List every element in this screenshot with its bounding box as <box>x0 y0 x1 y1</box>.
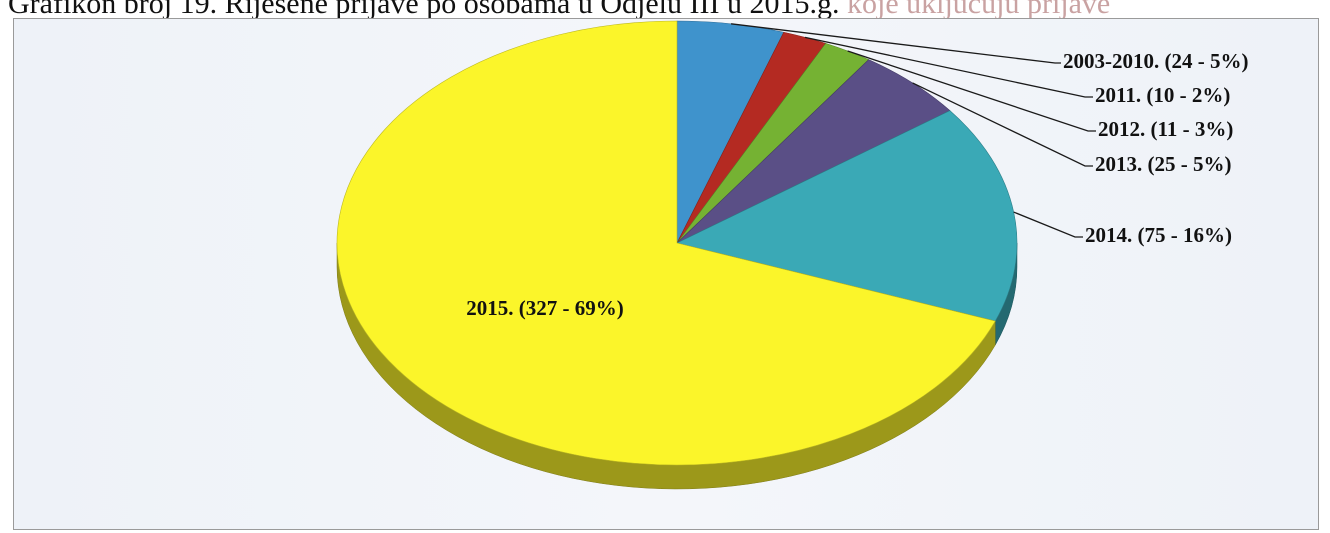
data-labels: 2003-2010. (24 - 5%) 2011. (10 - 2%) 2012.… <box>466 49 1248 320</box>
data-label-2013: 2013. (25 - 5%) <box>1095 152 1231 176</box>
pie-slices <box>336 20 1018 466</box>
page-title-text: Grafikon broj 19. Riješene prijave po os… <box>8 0 840 20</box>
data-label-2012: 2012. (11 - 3%) <box>1098 117 1233 141</box>
pie-slice-2015 <box>336 20 996 466</box>
leader-line-2011 <box>804 36 1093 98</box>
data-label-2015: 2015. (327 - 69%) <box>466 296 623 320</box>
page-title: Grafikon broj 19. Riješene prijave po os… <box>8 0 1110 21</box>
leader-line-2013 <box>912 82 1093 167</box>
data-label-2011: 2011. (10 - 2%) <box>1095 83 1230 107</box>
leader-line-2003-2010 <box>731 23 1061 64</box>
label-leader-lines <box>731 23 1096 238</box>
pie-slice-2014 <box>676 110 1018 322</box>
leader-line-2012 <box>847 50 1096 132</box>
leader-line-2014 <box>1013 211 1083 238</box>
data-label-2014: 2014. (75 - 16%) <box>1085 223 1232 247</box>
data-label-2003-2010: 2003-2010. (24 - 5%) <box>1063 49 1248 73</box>
page-title-faded-text: koje uključuju prijave <box>846 0 1111 20</box>
